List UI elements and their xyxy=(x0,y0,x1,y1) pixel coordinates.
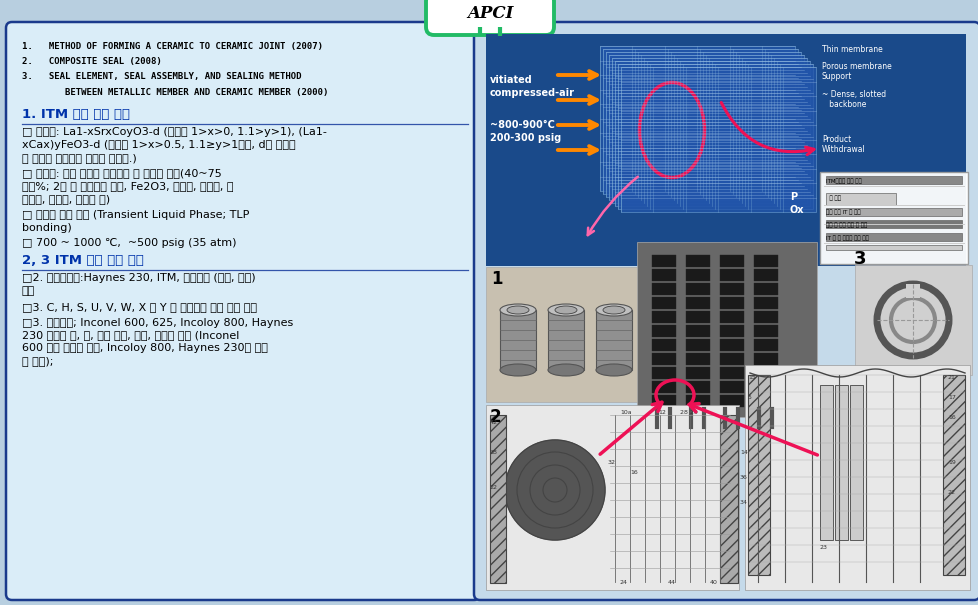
Bar xyxy=(500,310,535,370)
Text: Withdrawal: Withdrawal xyxy=(822,145,865,154)
Text: 34: 34 xyxy=(739,500,747,505)
Bar xyxy=(719,325,743,337)
Ellipse shape xyxy=(500,364,535,376)
Bar xyxy=(825,208,961,216)
Bar xyxy=(485,34,965,266)
Bar xyxy=(753,395,778,407)
Text: 1.   METHOD OF FORMING A CERAMIC TO CERAMIC JOINT (2007): 1. METHOD OF FORMING A CERAMIC TO CERAMI… xyxy=(22,42,323,51)
Text: IT 선 기 진탄목 선택 기원: IT 선 기 진탄목 선택 기원 xyxy=(825,235,868,241)
Text: 10a: 10a xyxy=(619,410,631,415)
Bar xyxy=(753,255,778,267)
Bar xyxy=(753,283,778,295)
Text: □ 세라믹: La1-xSrxCoyO3-d (여기서 1>x>0, 1.1>y>1), (La1-: □ 세라믹: La1-xSrxCoyO3-d (여기서 1>x>0, 1.1>y… xyxy=(22,127,327,137)
Text: Support: Support xyxy=(822,72,852,81)
Polygon shape xyxy=(620,67,816,212)
Bar xyxy=(825,220,961,228)
Text: P: P xyxy=(789,192,796,202)
Bar xyxy=(651,339,676,351)
Ellipse shape xyxy=(596,364,632,376)
Bar xyxy=(747,375,770,575)
Bar xyxy=(820,172,967,264)
Bar xyxy=(825,233,961,241)
Text: 32: 32 xyxy=(607,460,615,465)
Text: 19: 19 xyxy=(947,460,955,465)
Text: 36: 36 xyxy=(739,475,747,480)
Polygon shape xyxy=(617,64,812,209)
Text: 24: 24 xyxy=(619,580,627,585)
Text: 3: 3 xyxy=(853,250,866,268)
Bar xyxy=(686,339,709,351)
Bar xyxy=(719,367,743,379)
Text: 16: 16 xyxy=(630,470,637,475)
Polygon shape xyxy=(611,58,806,203)
Text: 40: 40 xyxy=(709,580,717,585)
FancyBboxPatch shape xyxy=(6,22,479,600)
Bar xyxy=(744,365,969,590)
Bar xyxy=(753,353,778,365)
Bar xyxy=(825,176,961,184)
Bar xyxy=(686,311,709,323)
Bar xyxy=(820,385,832,540)
Text: 기 기원: 기 기원 xyxy=(825,195,840,201)
Bar xyxy=(753,381,778,393)
Text: 23: 23 xyxy=(820,545,827,550)
Bar xyxy=(686,269,709,281)
Bar xyxy=(651,311,676,323)
Text: □ 접합부: 하나 이상의 유기성분 및 세라믹 입자(40~75: □ 접합부: 하나 이상의 유기성분 및 세라믹 입자(40~75 xyxy=(22,168,222,178)
Text: Product: Product xyxy=(822,135,851,144)
Ellipse shape xyxy=(548,364,584,376)
Bar xyxy=(651,325,676,337)
Bar xyxy=(651,255,676,267)
Circle shape xyxy=(529,465,579,515)
Bar xyxy=(651,395,676,407)
Bar xyxy=(753,297,778,309)
Text: 28 20: 28 20 xyxy=(680,410,697,415)
Bar xyxy=(719,353,743,365)
Text: □3. 니켈함유; Inconel 600, 625, Incoloy 800, Haynes: □3. 니켈함유; Inconel 600, 625, Incoloy 800,… xyxy=(22,318,293,327)
Text: 2: 2 xyxy=(490,408,501,426)
Text: 21: 21 xyxy=(947,375,955,380)
Bar xyxy=(719,283,743,295)
Bar xyxy=(485,405,738,590)
Bar xyxy=(719,415,737,583)
Circle shape xyxy=(516,452,593,528)
Bar xyxy=(719,269,743,281)
Bar xyxy=(548,310,584,370)
Text: Thin membrane: Thin membrane xyxy=(822,45,882,54)
Text: □ 700 ~ 1000 ℃,  ~500 psig (35 atm): □ 700 ~ 1000 ℃, ~500 psig (35 atm) xyxy=(22,238,237,249)
Text: bonding): bonding) xyxy=(22,223,71,232)
FancyBboxPatch shape xyxy=(473,22,978,600)
Bar xyxy=(753,311,778,323)
Text: 2, 3 ITM 모듈 기둥 연결: 2, 3 ITM 모듈 기둥 연결 xyxy=(22,254,144,267)
Bar xyxy=(686,381,709,393)
Bar xyxy=(651,297,676,309)
Text: □3. C, H, S, U, V, W, X 및 Y 로 이루어진 원환 링을 사용: □3. C, H, S, U, V, W, X 및 Y 로 이루어진 원환 링을… xyxy=(22,302,257,312)
Text: 2.   COMPOSITE SEAL (2008): 2. COMPOSITE SEAL (2008) xyxy=(22,57,161,66)
Ellipse shape xyxy=(500,304,535,316)
Text: Porous membrane: Porous membrane xyxy=(822,62,891,71)
Text: 부피%; 2개 중 하나이상 함유, Fe2O3, 톨루엔, 분산제, 가: 부피%; 2개 중 하나이상 함유, Fe2O3, 톨루엔, 분산제, 가 xyxy=(22,182,234,191)
Bar xyxy=(651,283,676,295)
Bar xyxy=(490,415,506,583)
Polygon shape xyxy=(605,52,800,197)
Bar xyxy=(834,385,847,540)
Bar xyxy=(719,311,743,323)
Bar xyxy=(686,297,709,309)
Text: ITM진탄용 표면 접합: ITM진탄용 표면 접합 xyxy=(825,178,861,183)
Text: ~ Dense, slotted: ~ Dense, slotted xyxy=(822,90,885,99)
Text: 44: 44 xyxy=(667,580,676,585)
Text: 230 금속에 금, 은, 백금 구리, 니켈, 팜라듓 코팅 (Inconel: 230 금속에 금, 은, 백금 구리, 니켈, 팜라듓 코팅 (Inconel xyxy=(22,330,240,341)
Bar xyxy=(686,353,709,365)
Text: Ox: Ox xyxy=(789,205,804,215)
Ellipse shape xyxy=(548,304,584,316)
Text: 3.   SEAL ELEMENT, SEAL ASSEMBLY, AND SEALING METHOD: 3. SEAL ELEMENT, SEAL ASSEMBLY, AND SEAL… xyxy=(22,73,301,82)
Text: 16: 16 xyxy=(947,415,955,420)
Text: 로 코팅);: 로 코팅); xyxy=(22,356,54,366)
Polygon shape xyxy=(608,55,803,200)
Text: BETWEEN METALLIC MEMBER AND CERAMIC MEMBER (2000): BETWEEN METALLIC MEMBER AND CERAMIC MEMB… xyxy=(22,88,328,97)
Bar xyxy=(719,395,743,407)
Ellipse shape xyxy=(555,306,576,314)
Text: APCI: APCI xyxy=(467,5,512,22)
Text: 1. ITM 모듈 판형 접합: 1. ITM 모듈 판형 접합 xyxy=(22,108,130,121)
